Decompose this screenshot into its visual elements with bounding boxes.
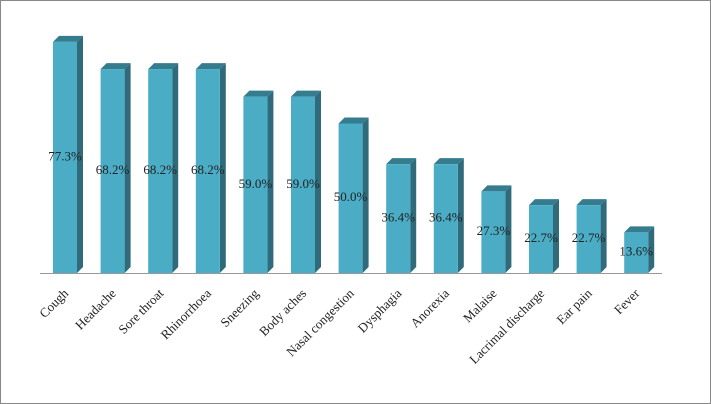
bar (433, 164, 458, 273)
bar-top (433, 158, 464, 165)
bar-top (53, 35, 83, 42)
bar-side (457, 158, 464, 273)
bar-top (624, 226, 655, 233)
data-label: 50.0% (334, 189, 368, 204)
bar-side (172, 63, 179, 273)
bar-top (195, 63, 226, 70)
bar-top (576, 199, 607, 206)
data-label: 22.7% (524, 230, 558, 245)
bar-side (77, 35, 83, 273)
bar (529, 205, 553, 273)
data-label: 68.2% (96, 162, 130, 177)
bar (100, 69, 125, 273)
bar-side (315, 90, 321, 273)
bar-side (219, 63, 226, 273)
bar-side (600, 199, 607, 273)
data-label: 36.4% (429, 210, 463, 225)
data-label: 13.6% (619, 244, 653, 259)
bar-top (529, 199, 559, 206)
bar-side (362, 117, 369, 273)
bar (624, 232, 649, 273)
data-label: 68.2% (191, 162, 225, 177)
bar-side (505, 185, 512, 273)
bar (338, 123, 363, 273)
bar (291, 96, 315, 273)
data-label: 27.3% (477, 223, 511, 238)
data-label: 68.2% (143, 162, 177, 177)
bar (195, 69, 220, 273)
bar-top (291, 90, 321, 97)
data-label: 22.7% (572, 230, 606, 245)
bar-top (148, 63, 179, 70)
data-label: 77.3% (48, 148, 82, 163)
bar-top (386, 158, 417, 165)
bar-top (100, 63, 131, 70)
bar (386, 164, 411, 273)
data-label: 36.4% (381, 210, 415, 225)
bar-side (553, 199, 559, 273)
bar (148, 69, 173, 273)
bar (481, 191, 506, 273)
bar (243, 96, 268, 273)
bar-side (267, 90, 274, 273)
bar (576, 205, 601, 273)
bar-side (410, 158, 417, 273)
bar (53, 41, 77, 273)
bar-top (338, 117, 369, 124)
data-label: 59.0% (286, 176, 320, 191)
bar-top (481, 185, 512, 192)
bar-side (648, 226, 655, 273)
data-label: 59.0% (239, 176, 273, 191)
bar-side (124, 63, 131, 273)
bar-top (243, 90, 274, 97)
